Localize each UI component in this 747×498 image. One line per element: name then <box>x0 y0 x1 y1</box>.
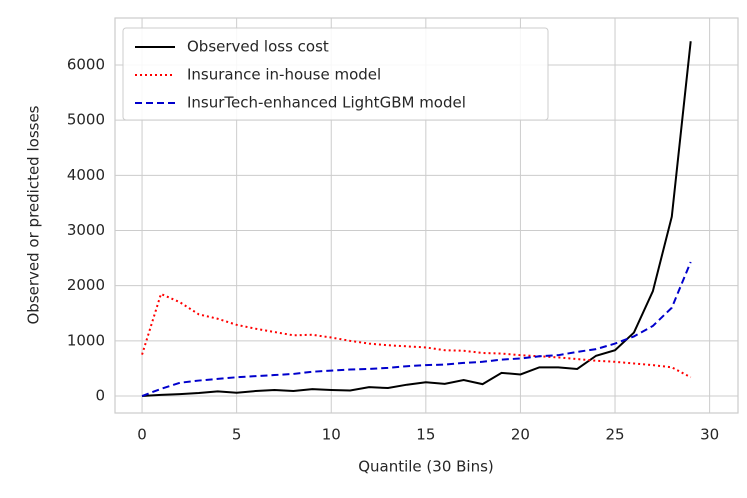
y-tick-label: 6000 <box>67 56 105 74</box>
legend: Observed loss cost Insurance in-house mod… <box>122 27 549 121</box>
x-tick-label: 20 <box>511 426 530 444</box>
line <box>141 41 692 398</box>
y-axis-label: Observed or predicted losses <box>25 105 43 324</box>
legend-box <box>122 27 549 121</box>
y-tick-label: 5000 <box>67 111 105 129</box>
line <box>141 261 692 397</box>
y-tick-label: 4000 <box>67 166 105 184</box>
legend-label: Observed loss cost <box>187 38 329 56</box>
x-tick-label: 30 <box>700 426 719 444</box>
plot-frame <box>114 17 739 414</box>
y-tick-label: 0 <box>95 387 105 405</box>
x-tick-label: 0 <box>137 426 147 444</box>
legend-label: Insurance in-house model <box>187 66 381 84</box>
x-tick-label: 25 <box>605 426 624 444</box>
y-tick-label: 3000 <box>67 221 105 239</box>
x-axis-label: Quantile (30 Bins) <box>358 458 494 476</box>
x-tick-label: 10 <box>322 426 341 444</box>
x-tick-label: 5 <box>232 426 242 444</box>
y-tick-label: 1000 <box>67 331 105 349</box>
line <box>141 292 692 379</box>
y-tick-label: 2000 <box>67 276 105 294</box>
legend-label: InsurTech-enhanced LightGBM model <box>187 94 466 112</box>
x-tick-label: 15 <box>416 426 435 444</box>
